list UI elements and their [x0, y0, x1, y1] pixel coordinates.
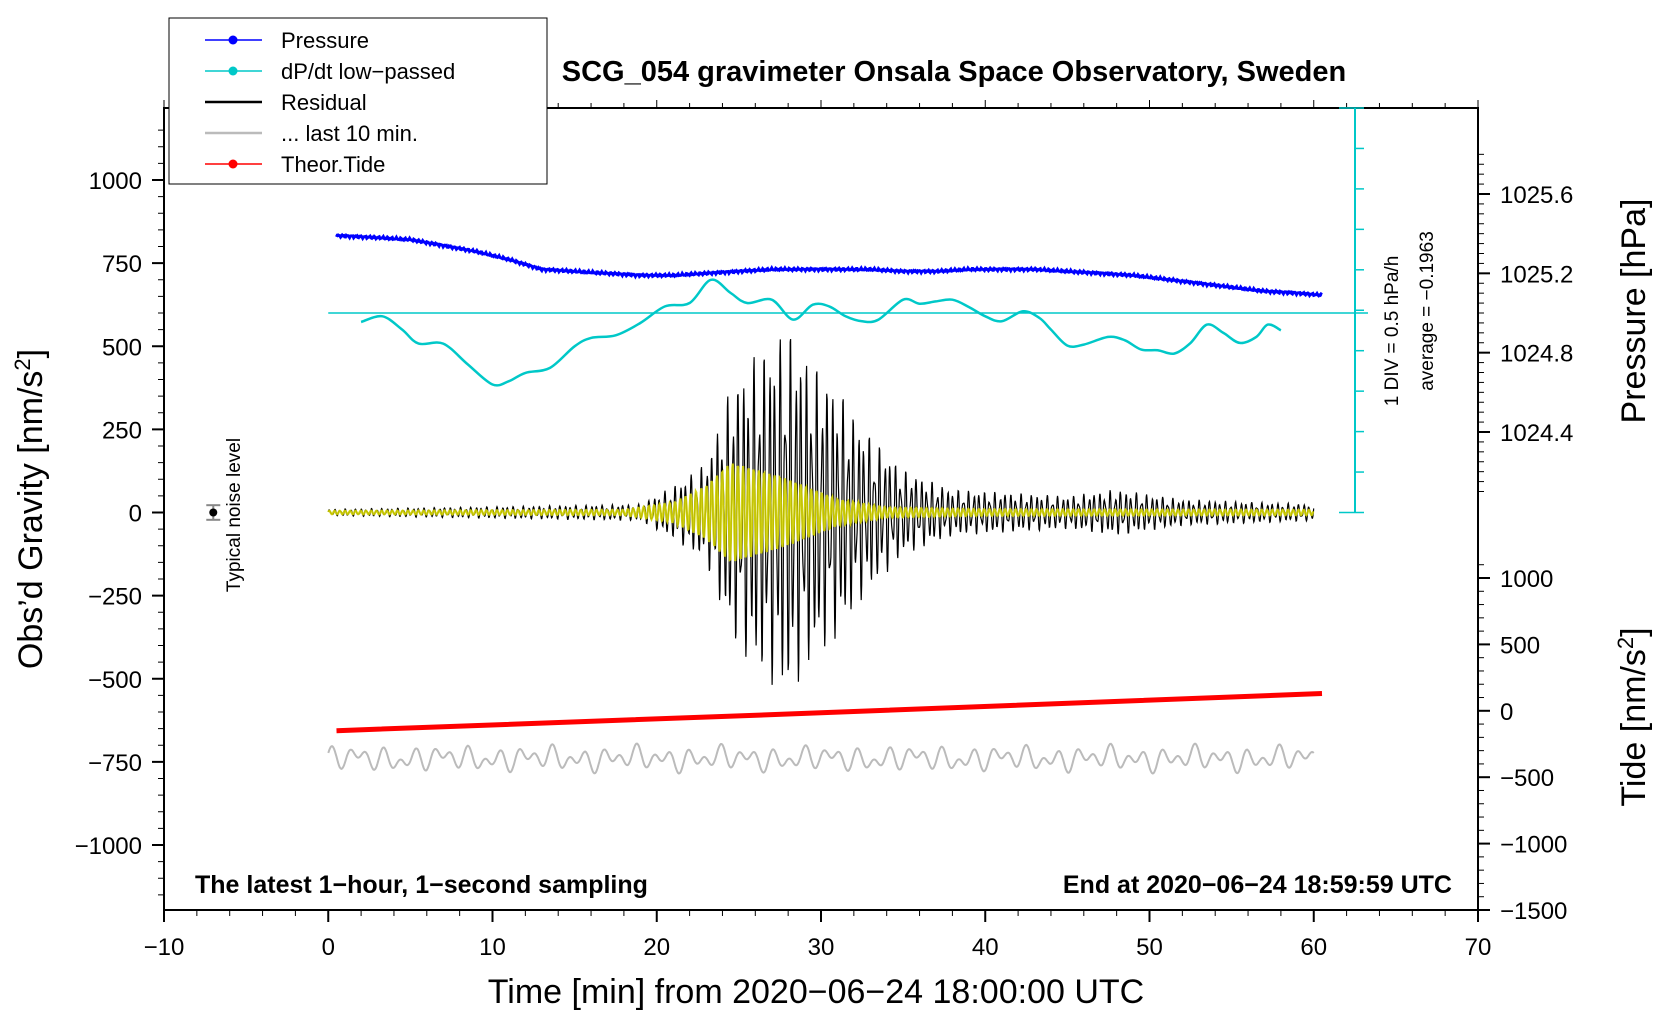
- legend-label: Residual: [281, 90, 367, 115]
- x-axis-title: Time [min] from 2020−06−24 18:00:00 UTC: [488, 973, 1144, 1011]
- legend-swatch-marker: [228, 35, 238, 45]
- noise-level-marker: [206, 504, 221, 521]
- dpdt-line: [360, 278, 1282, 387]
- legend-label: dP/dt low−passed: [281, 59, 455, 84]
- end-time-annotation: End at 2020−06−24 18:59:59 UTC: [1063, 871, 1452, 899]
- left-tick-label: 500: [102, 334, 142, 361]
- tide-tick-label: 500: [1500, 632, 1540, 659]
- x-tick-label: 0: [322, 934, 335, 961]
- left-tick-label: −1000: [75, 833, 142, 860]
- left-tick-label: −750: [88, 750, 142, 777]
- x-tick-label: 60: [1300, 934, 1327, 961]
- left-tick-label: 250: [102, 417, 142, 444]
- left-axis: 1000 750 500 250 0 −250 −500 −750 −1000: [75, 129, 164, 896]
- noise-level-label: Typical noise level: [224, 438, 245, 592]
- pressure-tick-label: 1025.2: [1500, 261, 1573, 288]
- pressure-axis-title: Pressure [hPa]: [1615, 199, 1653, 424]
- x-tick-label: 20: [643, 934, 670, 961]
- x-tick-label: 40: [972, 934, 999, 961]
- scale-bar-average-label: average = −0.1963: [1417, 231, 1438, 391]
- noise-dot: [209, 508, 218, 517]
- scale-bar-div-label: 1 DIV = 0.5 hPa/h: [1382, 256, 1403, 407]
- dpdt-scale-bar: [1339, 107, 1364, 514]
- legend-label: Theor.Tide: [281, 152, 385, 177]
- left-tick-label: 750: [102, 251, 142, 278]
- legend-swatch-marker: [228, 66, 238, 76]
- x-axis: −10 0 10 20 30 40 50 60 70: [144, 100, 1492, 961]
- x-tick-label: −10: [144, 934, 185, 961]
- left-tick-label: 0: [129, 501, 142, 528]
- left-axis-title: Obs’d Gravity [nm/s2]: [10, 349, 51, 669]
- left-tick-label: −250: [88, 584, 142, 611]
- pressure-line: [335, 232, 1323, 299]
- series-layer: [327, 232, 1368, 775]
- tide-tick-label: −500: [1500, 765, 1554, 792]
- residual-lowpassed-line: [327, 463, 1315, 562]
- pressure-tick-label: 1024.8: [1500, 341, 1573, 368]
- tide-tick-label: −1500: [1500, 898, 1567, 925]
- x-tick-label: 30: [808, 934, 835, 961]
- pressure-axis: 1025.6 1025.2 1024.8 1024.4: [1478, 153, 1573, 492]
- x-tick-label: 50: [1136, 934, 1163, 961]
- pressure-tick-label: 1025.6: [1500, 182, 1573, 209]
- legend-label: Pressure: [281, 28, 369, 53]
- last-10-min-line: [327, 742, 1315, 775]
- sampling-annotation: The latest 1−hour, 1−second sampling: [195, 871, 648, 899]
- tide-tick-label: 1000: [1500, 566, 1553, 593]
- tide-axis-title: Tide [nm/s2]: [1613, 627, 1654, 806]
- tide-tick-label: 0: [1500, 699, 1513, 726]
- chart-title: SCG_054 gravimeter Onsala Space Observat…: [562, 56, 1346, 88]
- x-tick-label: 10: [479, 934, 506, 961]
- tide-axis: 1000 500 0 −500 −1000 −1500: [1478, 564, 1567, 925]
- left-tick-label: 1000: [89, 168, 142, 195]
- legend: Pressure dP/dt low−passed Residual ... last…: [168, 17, 548, 185]
- tide-tick-label: −1000: [1500, 832, 1567, 859]
- legend-label: ... last 10 min.: [281, 121, 418, 146]
- pressure-tick-label: 1024.4: [1500, 420, 1573, 447]
- legend-swatch-marker: [228, 159, 238, 169]
- left-tick-label: −500: [88, 667, 142, 694]
- theor-tide-line: [336, 691, 1323, 734]
- x-tick-label: 70: [1465, 934, 1492, 961]
